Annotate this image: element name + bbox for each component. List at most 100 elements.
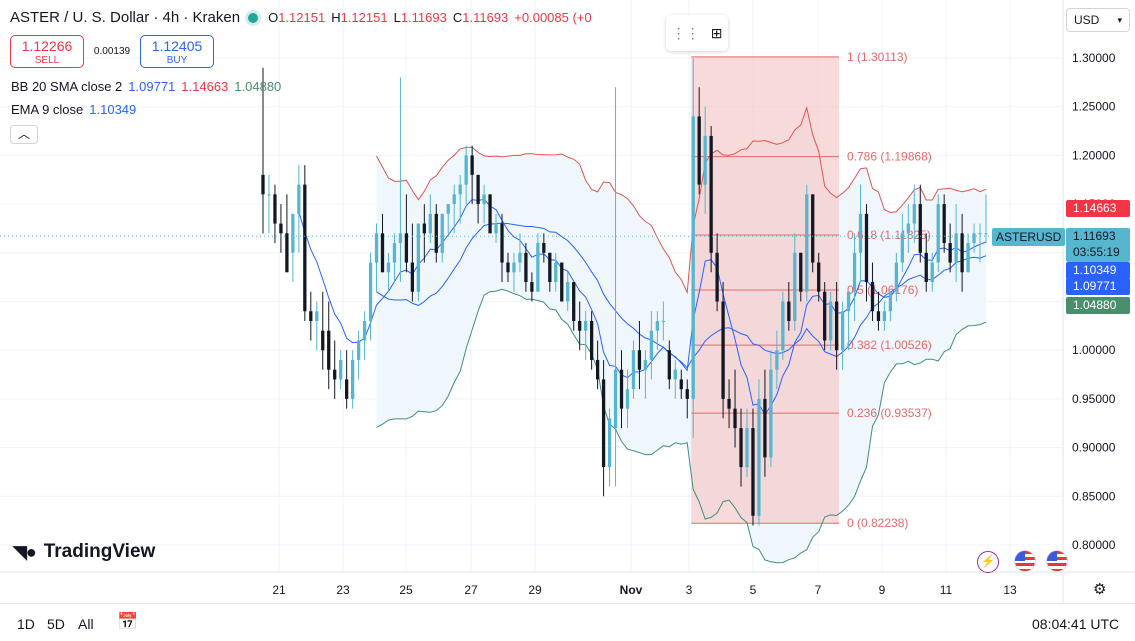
candle-body <box>506 262 510 273</box>
candle-body <box>643 359 648 370</box>
candle-body <box>667 350 671 380</box>
candle-body <box>554 262 558 283</box>
fib-level-label: 0.786 (1.19868) <box>847 150 932 164</box>
chevron-down-icon: ▾ <box>1117 15 1122 25</box>
legend-collapse-button[interactable]: ︿ <box>10 125 38 144</box>
candle-body <box>846 291 851 312</box>
candle-body <box>327 330 331 370</box>
candle-body <box>727 398 731 409</box>
candle-body <box>679 379 683 390</box>
candle-body <box>751 428 755 516</box>
candle-body <box>321 330 325 351</box>
candle-body <box>601 379 606 468</box>
currency-select[interactable]: USD ▾ <box>1066 8 1130 32</box>
lightning-icon[interactable]: ⚡ <box>977 551 999 573</box>
us-flag-icon-2[interactable] <box>1046 550 1068 572</box>
candle-body <box>500 223 504 263</box>
candle-body <box>894 262 899 292</box>
tradingview-logo-icon: ◥● <box>13 541 37 562</box>
fib-level-label: 0.236 (0.93537) <box>847 406 932 420</box>
candle-body <box>966 243 970 273</box>
sell-label: SELL <box>34 54 60 66</box>
range-all-button[interactable]: All <box>78 616 94 632</box>
x-tick-label: 9 <box>879 583 886 597</box>
bb-upper-price-label: 1.14663 <box>1066 200 1130 217</box>
candle-body <box>297 184 301 214</box>
bb-indicator-legend[interactable]: BB 20 SMA close 2 1.09771 1.14663 1.04880 <box>11 79 281 94</box>
sell-button[interactable]: 1.12266 SELL <box>10 35 84 68</box>
candle-body <box>315 311 319 321</box>
candle-body <box>589 320 594 360</box>
candle-body <box>452 194 456 205</box>
candle-body <box>954 233 958 263</box>
candle-body <box>781 301 785 351</box>
candle-body <box>745 428 749 468</box>
candle-body <box>817 262 821 292</box>
candle-body <box>267 194 271 196</box>
y-tick-label: 0.90000 <box>1072 441 1116 455</box>
chevron-up-icon: ︿ <box>17 127 30 141</box>
ema-indicator-legend[interactable]: EMA 9 close 1.10349 <box>11 102 136 117</box>
candle-body <box>273 194 277 224</box>
tradingview-logo[interactable]: ◥● TradingView <box>13 541 155 563</box>
candle-body <box>410 262 415 292</box>
candle-body <box>440 213 444 253</box>
ema-value: 1.10349 <box>89 102 137 117</box>
candle-body <box>530 282 534 292</box>
utc-clock[interactable]: 08:04:41 UTC <box>1032 616 1120 632</box>
symbol-price-tag: ASTERUSD <box>992 228 1066 246</box>
candle-body <box>512 262 516 273</box>
candle-body <box>386 262 391 273</box>
buy-label: BUY <box>166 54 188 66</box>
us-flag-icon[interactable] <box>1014 550 1036 572</box>
drag-handle-icon[interactable]: ⋮⋮ <box>671 24 700 41</box>
gear-icon[interactable]: ⚙ <box>1093 581 1107 598</box>
floating-toolbar[interactable]: ⋮⋮ ⊞ <box>666 15 728 51</box>
candle-body <box>787 301 791 321</box>
candle-body <box>793 252 797 321</box>
candle-body <box>542 243 546 253</box>
candle-body <box>769 369 773 458</box>
y-tick-label: 1.25000 <box>1072 100 1116 114</box>
symbol-title[interactable]: ASTER / U. S. Dollar · 4h · Kraken <box>10 9 241 26</box>
range-1d-button[interactable]: 1D <box>17 616 35 632</box>
candle-body <box>380 233 385 273</box>
candle-body <box>434 213 438 253</box>
candle-body <box>739 428 743 468</box>
candle-body <box>404 233 409 263</box>
y-tick-label: 0.80000 <box>1072 538 1116 552</box>
x-tick-label: 13 <box>1003 583 1017 597</box>
candle-body <box>422 223 426 234</box>
calendar-range-icon[interactable]: 📅 <box>117 612 139 631</box>
candle-body <box>709 135 713 253</box>
x-tick-label: 3 <box>686 583 693 597</box>
bb-lower-value: 1.04880 <box>234 79 282 94</box>
fib-level-label: 1 (1.30113) <box>847 50 908 64</box>
candle-body <box>261 174 265 195</box>
candle-body <box>703 135 707 185</box>
candle-body <box>584 320 588 331</box>
candle-body <box>840 311 845 351</box>
candle-body <box>864 213 869 283</box>
buy-button[interactable]: 1.12405 BUY <box>140 35 214 68</box>
candle-body <box>625 389 630 409</box>
candle-body <box>811 194 815 263</box>
bottom-toolbar: 1D 5D All 📅 08:04:41 UTC <box>0 603 1135 641</box>
candle-body <box>829 301 833 341</box>
ohlc-high: H1.12151 <box>331 10 388 25</box>
y-tick-label: 1.20000 <box>1072 148 1116 162</box>
ohlc-open: O1.12151 <box>268 10 326 25</box>
candle-body <box>799 252 803 292</box>
add-widget-icon[interactable]: ⊞ <box>710 24 723 41</box>
candle-body <box>942 204 946 244</box>
range-5d-button[interactable]: 5D <box>47 616 65 632</box>
candle-body <box>566 282 570 302</box>
fib-level-label: 0.382 (1.00526) <box>847 338 932 352</box>
market-status-icon <box>248 12 259 23</box>
candle-body <box>470 155 474 175</box>
candle-body <box>476 174 480 205</box>
candle-body <box>303 184 307 312</box>
candle-body <box>518 252 522 263</box>
candle-body <box>309 311 313 321</box>
